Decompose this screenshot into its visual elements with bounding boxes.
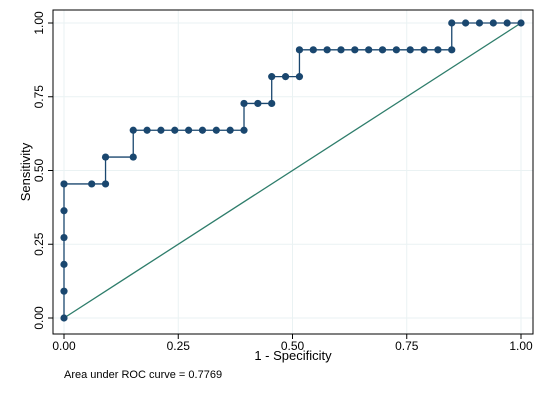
x-tick-label: 0.25 xyxy=(167,339,191,353)
reference-line-layer xyxy=(63,22,522,319)
roc-point xyxy=(268,99,276,108)
roc-point xyxy=(88,180,96,188)
axes: 0.00 0.25 0.50 0.75 1.00 0.00 0.25 0.50 0.75 1.00 xyxy=(32,11,533,353)
reference-diagonal-line xyxy=(63,22,522,319)
x-tick-label: 0.75 xyxy=(395,339,419,353)
roc-point xyxy=(198,126,207,134)
y-tick-label: 0.75 xyxy=(32,85,46,109)
roc-point xyxy=(101,180,110,188)
roc-point xyxy=(60,260,68,268)
roc-point xyxy=(309,46,317,54)
roc-point xyxy=(295,73,304,81)
x-tick-label: 0.00 xyxy=(52,339,76,353)
roc-point xyxy=(448,19,456,27)
roc-point xyxy=(434,46,442,54)
roc-point xyxy=(378,46,387,54)
roc-point xyxy=(503,19,511,27)
roc-point xyxy=(157,126,165,134)
roc-point xyxy=(517,19,525,27)
y-tick-label: 1.00 xyxy=(32,11,46,35)
roc-point xyxy=(101,153,110,161)
roc-point xyxy=(171,126,179,134)
roc-point xyxy=(254,99,262,108)
roc-point xyxy=(448,46,456,54)
roc-point xyxy=(212,126,220,134)
roc-point xyxy=(489,19,497,27)
roc-point xyxy=(462,19,470,27)
roc-point xyxy=(240,99,248,108)
roc-point xyxy=(226,126,234,134)
y-tick-label: 0.50 xyxy=(32,158,46,182)
roc-point xyxy=(351,46,359,54)
roc-point xyxy=(406,46,414,54)
roc-point xyxy=(60,207,68,215)
y-tick-label: 0.25 xyxy=(32,232,46,256)
roc-point xyxy=(281,73,290,81)
auc-note: Area under ROC curve = 0.7769 xyxy=(64,369,222,381)
roc-point xyxy=(268,73,276,81)
roc-point xyxy=(365,46,373,54)
roc-point xyxy=(323,46,331,54)
roc-point xyxy=(60,180,68,188)
roc-point xyxy=(295,46,304,54)
roc-point xyxy=(185,126,193,134)
roc-point xyxy=(475,19,484,27)
x-tick-label: 0.50 xyxy=(281,339,305,353)
roc-point xyxy=(420,46,428,54)
roc-point xyxy=(129,126,137,134)
y-axis-title: Sensitivity xyxy=(18,142,33,201)
roc-point xyxy=(129,153,137,161)
roc-point xyxy=(392,46,400,54)
roc-point xyxy=(337,46,345,54)
x-tick-label: 1.00 xyxy=(509,339,533,353)
roc-point-markers xyxy=(60,19,525,322)
roc-point xyxy=(60,233,68,242)
roc-point xyxy=(60,287,68,295)
roc-point xyxy=(240,126,248,134)
x-axis-title: 1 - Specificity xyxy=(254,348,332,363)
roc-point xyxy=(60,314,68,322)
roc-point xyxy=(143,126,151,134)
y-tick-label: 0.00 xyxy=(32,306,46,330)
